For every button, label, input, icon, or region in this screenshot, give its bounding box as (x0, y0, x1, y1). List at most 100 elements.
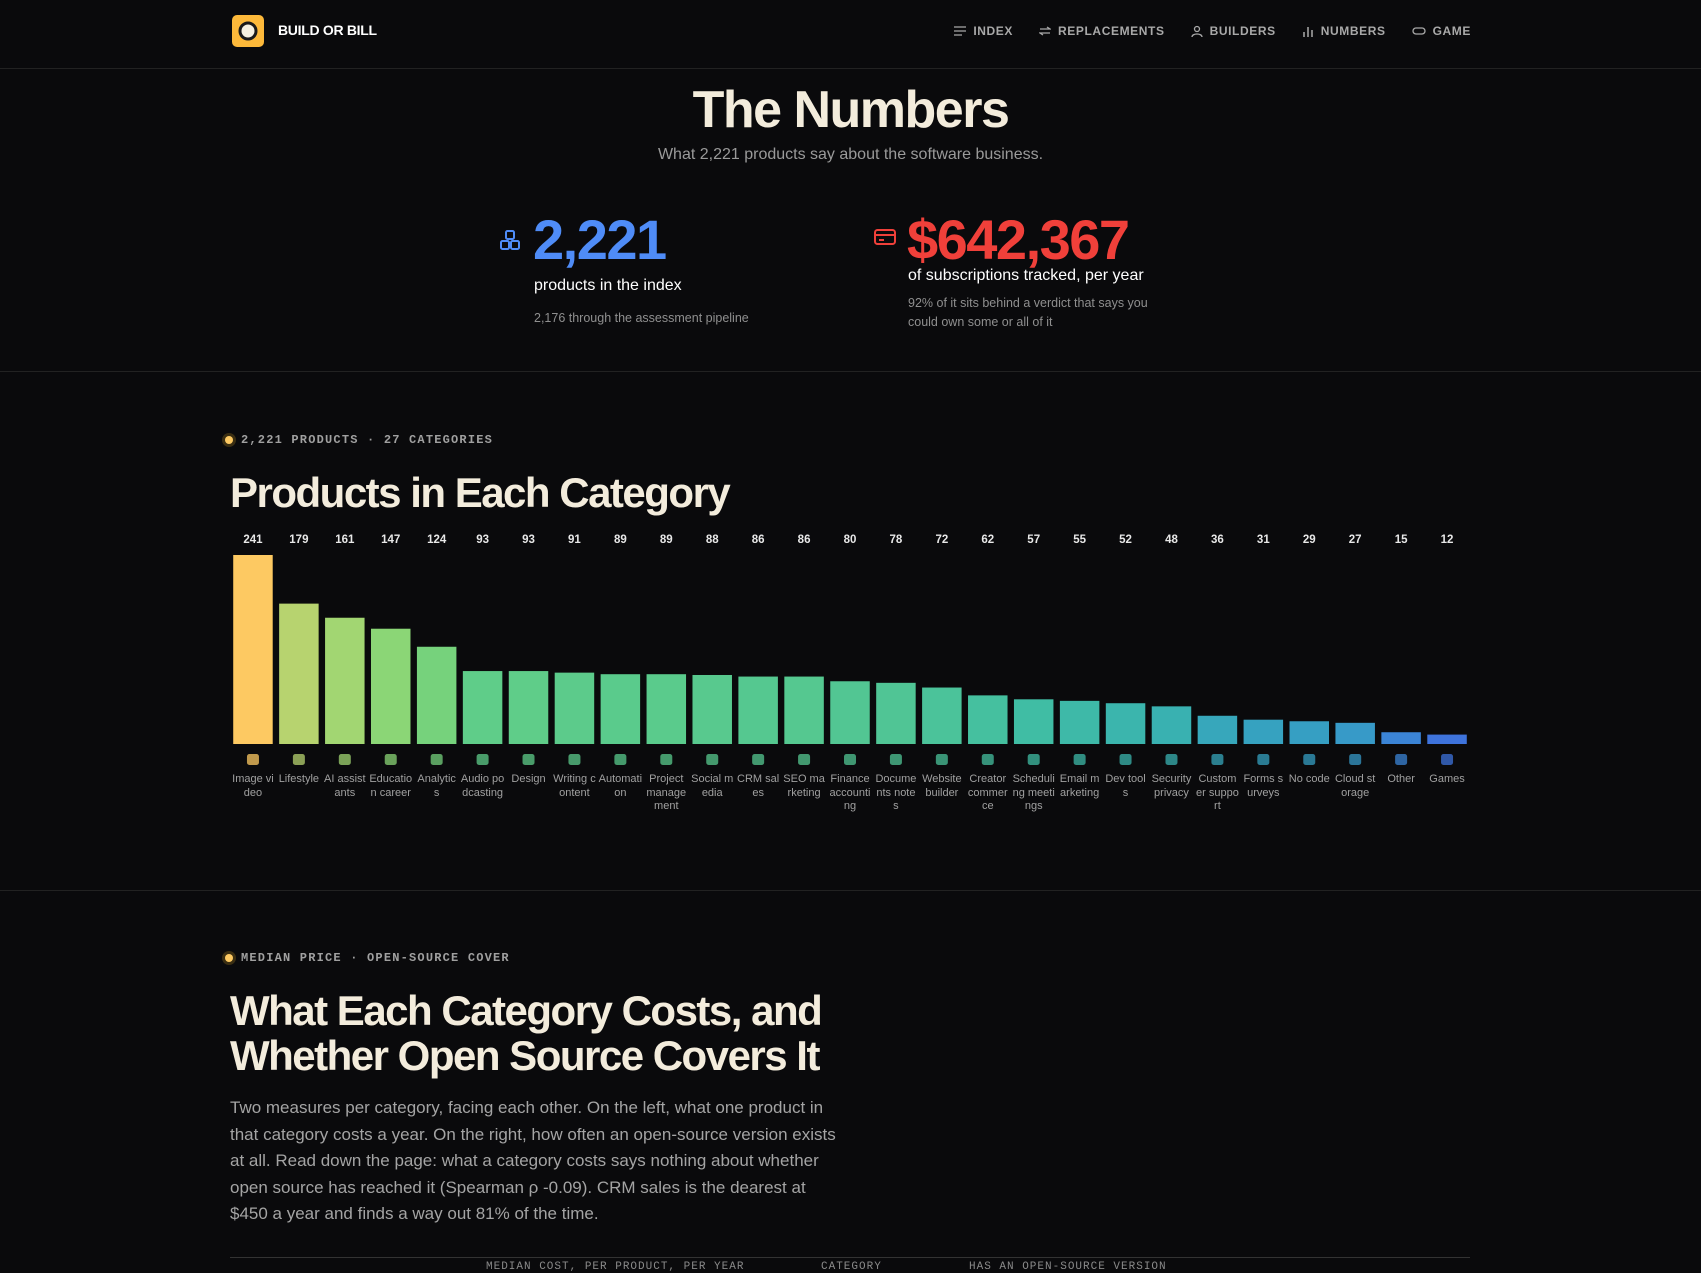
category-label: Cloud storage (1334, 773, 1376, 799)
bar (692, 674, 732, 744)
divider (0, 890, 1701, 891)
value-label: 62 (981, 534, 994, 546)
category-label: Website builder (922, 773, 962, 799)
bar (508, 671, 549, 744)
bar (462, 671, 503, 744)
value-label: 29 (1303, 534, 1316, 546)
nav-item[interactable]: GAME (1411, 24, 1471, 38)
category-label: AI assistants (324, 773, 366, 799)
body-text: Two measures per category, facing each o… (230, 1098, 836, 1223)
category-icon (1303, 754, 1316, 765)
hero-title: The Numbers (692, 81, 1010, 139)
category-label: Scheduling meetings (1012, 773, 1055, 812)
category-label: Lifestyle (278, 773, 320, 785)
category-icon (1441, 754, 1454, 765)
value-label: 80 (844, 534, 857, 546)
logo[interactable] (231, 14, 265, 48)
value-label: 93 (476, 534, 489, 546)
category-icon (1119, 754, 1132, 765)
value-label: 147 (381, 534, 400, 546)
value-label: 55 (1073, 534, 1086, 546)
category-label: SEO marketing (783, 773, 825, 799)
value-label: 88 (706, 534, 719, 546)
chart-plot: 241 179 161 147 124 93 93 91 89 89 88 86 86 80 78 72 62 5… (233, 534, 1467, 765)
category-label: Email marketing (1059, 773, 1100, 799)
value-label: 31 (1257, 534, 1270, 546)
category-icon (706, 754, 719, 765)
value-label: 91 (568, 534, 581, 546)
category-label: No code (1288, 773, 1330, 785)
bar (1289, 721, 1330, 744)
category-label: Analytics (417, 773, 456, 799)
category-icon (660, 754, 673, 765)
brand[interactable]: BUILD OR BILL (278, 22, 377, 38)
value-label: 89 (660, 534, 673, 546)
nav-item[interactable]: BUILDERS (1190, 24, 1276, 38)
category-label: Games (1429, 773, 1465, 785)
bar (1381, 732, 1421, 744)
bar (1243, 719, 1284, 744)
category-icon (1165, 754, 1178, 765)
divider (0, 371, 1701, 372)
nav-label[interactable]: REPLACEMENTS (1058, 24, 1165, 38)
bar (876, 682, 916, 744)
bar (1335, 722, 1375, 744)
nav-label[interactable]: NUMBERS (1320, 24, 1386, 38)
value-label: 89 (614, 534, 627, 546)
category-label: Social media (691, 773, 734, 799)
value-label: 72 (935, 534, 948, 546)
category-icon (798, 754, 811, 765)
category-icon (1211, 754, 1224, 765)
category-label: Forms surveys (1243, 773, 1284, 799)
value-label: 27 (1349, 534, 1362, 546)
nav-label[interactable]: GAME (1432, 24, 1471, 38)
nav-label[interactable]: INDEX (973, 24, 1014, 38)
stat-label: products in the index (534, 277, 682, 294)
bar (1197, 715, 1238, 744)
bar (1105, 703, 1146, 744)
stat-note: 92% of it sits behind a verdict that say… (908, 296, 1148, 329)
bar (279, 603, 319, 744)
bar (784, 676, 824, 744)
category-label: Creator commerce (967, 773, 1008, 812)
section-title: What Each Category Costs, and Whether Op… (230, 987, 823, 1079)
category-label: Project management (646, 773, 687, 812)
stat-icon (500, 230, 520, 250)
bar (1059, 700, 1100, 744)
table-header: CATEGORY (821, 1261, 882, 1273)
value-label: 86 (752, 534, 765, 546)
value-label: 179 (289, 534, 308, 546)
value-label: 15 (1395, 534, 1408, 546)
nav-item[interactable]: INDEX (954, 24, 1013, 38)
value-label: 161 (335, 534, 355, 546)
nav-label[interactable]: BUILDERS (1209, 24, 1276, 38)
category-icon (246, 754, 259, 765)
category-icon (752, 754, 765, 765)
value-label: 57 (1027, 534, 1040, 546)
stat-note: 2,176 through the assessment pipeline (534, 311, 749, 325)
stat-value: $642,367 (907, 208, 1130, 271)
bar (325, 617, 365, 744)
category-label: Automation (598, 773, 643, 799)
category-label: Finance accounting (829, 773, 871, 812)
bar (370, 628, 411, 744)
bar (233, 555, 273, 744)
category-icon (522, 754, 535, 765)
eyebrow-text: MEDIAN PRICE · OPEN-SOURCE COVER (241, 951, 510, 965)
category-icon (1257, 754, 1270, 765)
bar (968, 695, 1008, 744)
category-icon (292, 754, 305, 765)
category-label: Other (1387, 773, 1415, 785)
category-icon (568, 754, 581, 765)
value-label: 52 (1119, 534, 1132, 546)
eyebrow: MEDIAN PRICE · OPEN-SOURCE COVER (225, 951, 510, 965)
nav-item[interactable]: REPLACEMENTS (1039, 24, 1165, 38)
category-label: Writing content (553, 773, 596, 799)
category-label: Customer support (1196, 773, 1239, 812)
table-rule (230, 1257, 1470, 1258)
stat-icon (874, 229, 896, 245)
category-label: CRM sales (737, 773, 780, 799)
stat-label: of subscriptions tracked, per year (908, 267, 1144, 284)
nav-item[interactable]: NUMBERS (1302, 24, 1386, 38)
